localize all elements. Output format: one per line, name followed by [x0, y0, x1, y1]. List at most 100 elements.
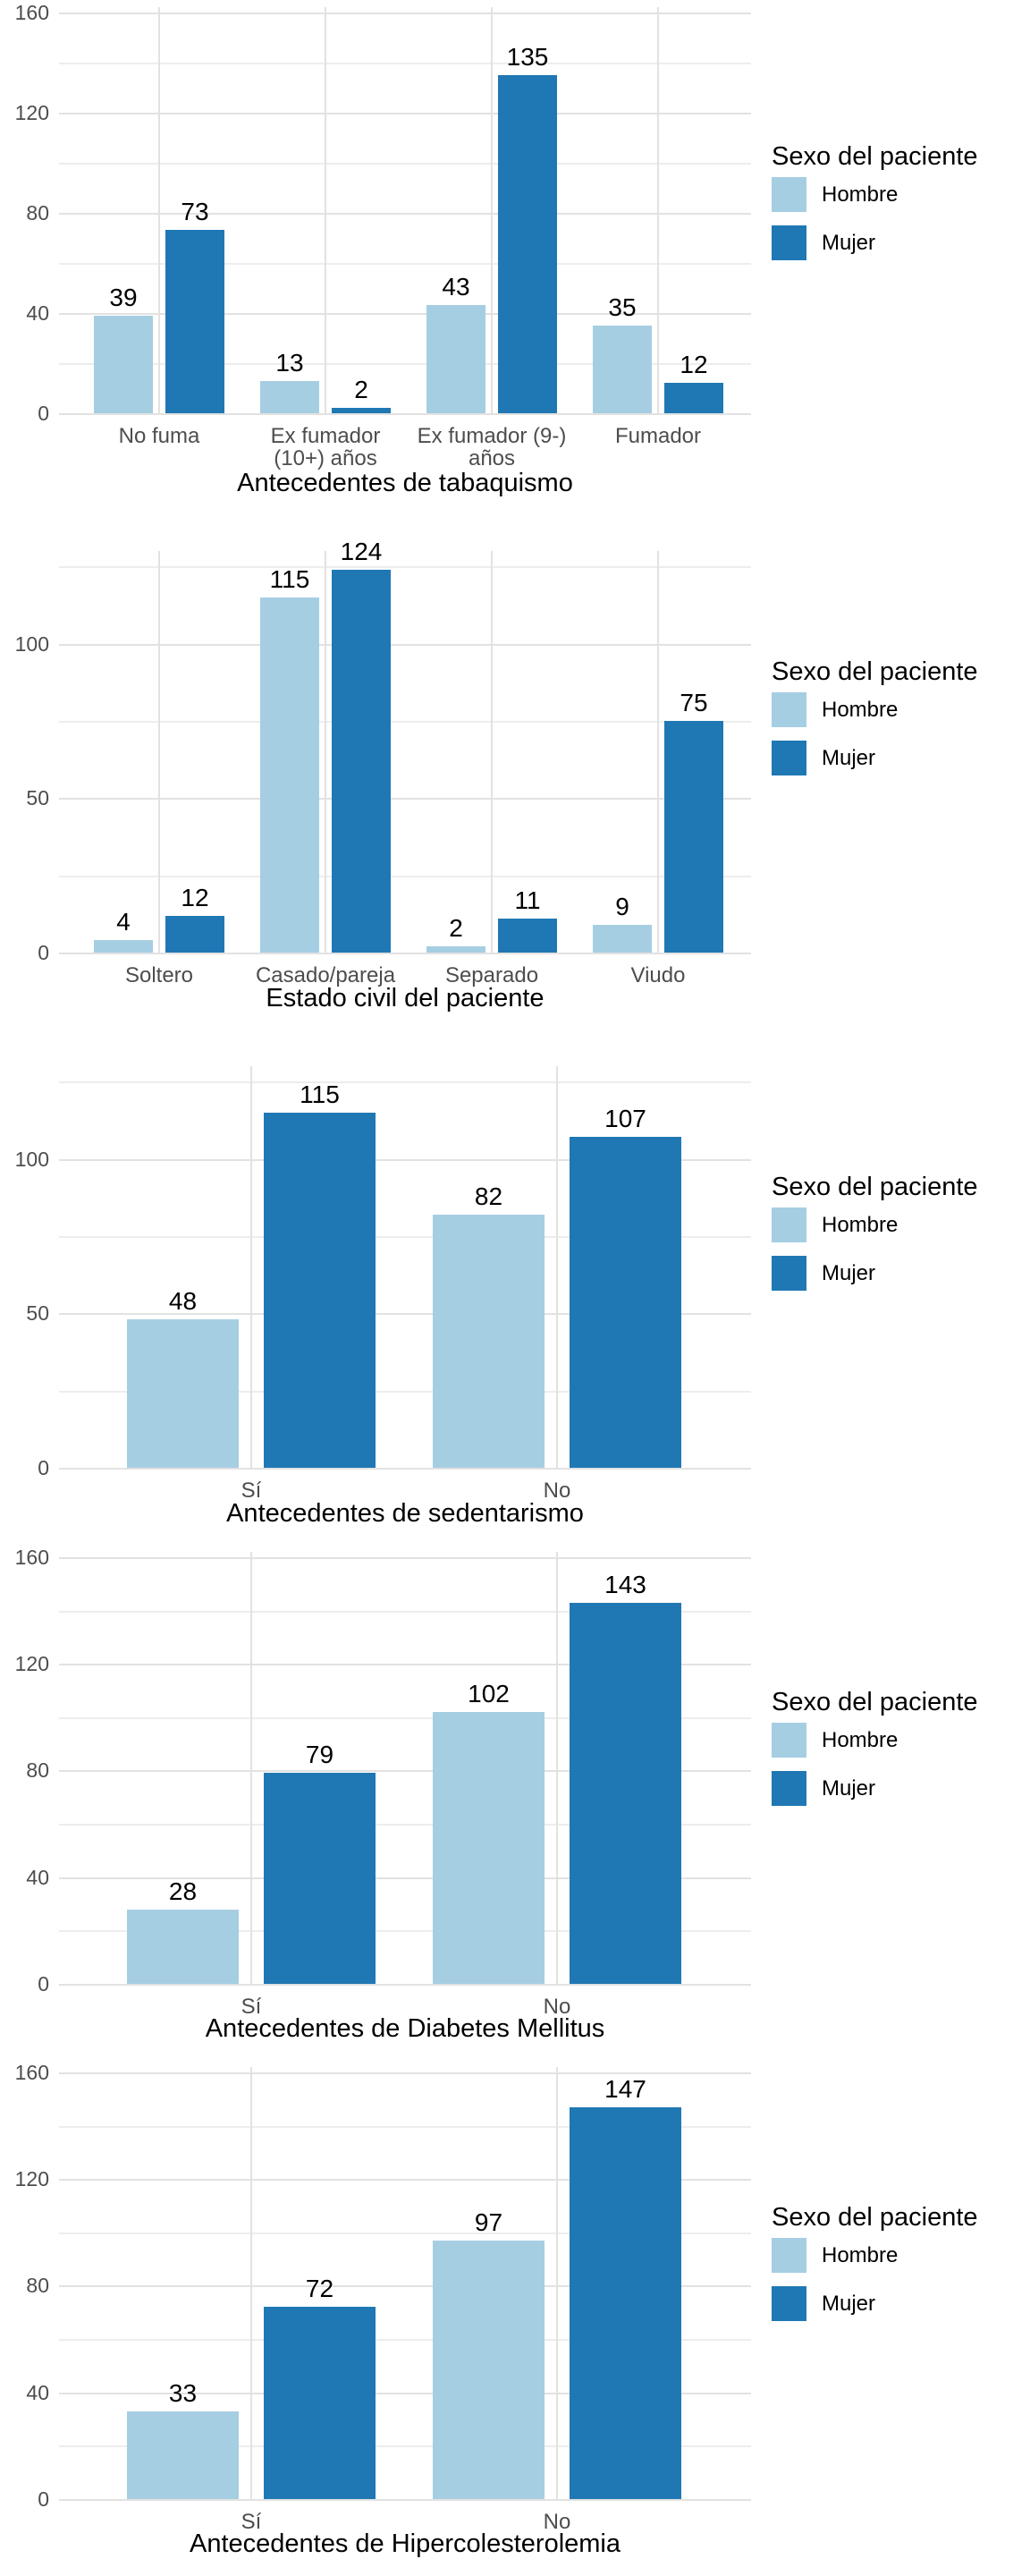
gridline-minor: [59, 63, 751, 64]
y-tick-label: 100: [14, 632, 49, 656]
legend-item-hombre: Hombre: [772, 692, 978, 727]
gridline-major: [59, 313, 751, 315]
bar-value-label: 107: [604, 1105, 646, 1132]
gridline-vertical: [491, 551, 493, 953]
legend-item-label: Mujer: [822, 1775, 876, 1801]
gridline-vertical: [657, 7, 659, 413]
x-category-label: Sí: [241, 1995, 262, 2019]
gridline-major: [59, 1770, 751, 1772]
gridline-vertical: [158, 7, 160, 413]
bar-hombre-viudo: [593, 925, 652, 953]
bar-value-label: 135: [506, 43, 549, 71]
gridline-major: [59, 413, 751, 415]
x-axis-title: Antecedentes de Diabetes Mellitus: [205, 2014, 605, 2043]
bar-hombre-no: [433, 1215, 545, 1468]
x-category-label: Fumador: [614, 424, 702, 448]
gridline-major: [59, 1877, 751, 1879]
gridline-minor: [59, 1717, 751, 1719]
bar-hombre-separado: [426, 946, 485, 953]
legend-swatch-hombre: [772, 1723, 806, 1758]
bar-hombre-ex-fumador-9-anos: [426, 305, 485, 413]
x-category-label: No: [543, 1479, 571, 1503]
legend-item-hombre: Hombre: [772, 1723, 978, 1758]
bar-hombre-ex-fumador-10-anos: [260, 381, 319, 413]
gridline-major: [59, 644, 751, 646]
gridline-minor: [59, 1611, 751, 1613]
bar-value-label: 124: [340, 538, 383, 565]
bar-mujer-no: [570, 1137, 681, 1468]
bar-value-label: 12: [181, 884, 209, 911]
bar-hombre-no: [433, 1712, 545, 1984]
legend-swatch-mujer: [772, 1256, 806, 1291]
gridline-major: [59, 953, 751, 954]
bar-value-label: 33: [168, 2379, 198, 2407]
legend: Sexo del paciente Hombre Mujer: [772, 2202, 978, 2334]
gridline-vertical: [250, 1552, 252, 1984]
legend-item-label: Mujer: [822, 230, 876, 255]
y-tick-label: 80: [26, 201, 49, 225]
bar-value-label: 97: [474, 2208, 503, 2236]
plot-panel: 0 50 100 4 12 Soltero 115 124 Casado/pareja 2 11 Se…: [0, 515, 1030, 1030]
gridline-minor: [59, 1824, 751, 1826]
gridline-major: [59, 213, 751, 215]
chart-estado-civil: 0 50 100 4 12 Soltero 115 124 Casado/pareja 2 11 Se…: [0, 515, 1030, 1030]
legend-swatch-hombre: [772, 692, 806, 727]
bar-mujer-si: [264, 1113, 376, 1468]
bar-mujer-si: [264, 2307, 376, 2499]
legend-swatch-hombre: [772, 177, 806, 212]
bar-value-label: 115: [269, 565, 310, 593]
bar-value-label: 72: [305, 2275, 334, 2302]
legend-swatch-mujer: [772, 741, 806, 775]
gridline-minor: [59, 1391, 751, 1393]
gridline-major: [59, 798, 751, 800]
bar-value-label: 35: [608, 293, 637, 321]
y-tick-label: 0: [38, 941, 49, 964]
bar-value-label: 73: [181, 198, 209, 225]
gridline-vertical: [158, 551, 160, 953]
gridline-major: [59, 13, 751, 14]
bar-value-label: 39: [109, 284, 138, 311]
gridline-major: [59, 2179, 751, 2181]
bar-value-label: 79: [305, 1741, 334, 1768]
legend-swatch-hombre: [772, 1208, 806, 1242]
gridline-minor: [59, 2445, 751, 2447]
y-tick-label: 50: [26, 1301, 49, 1325]
gridline-minor: [59, 1236, 751, 1238]
y-tick-label: 120: [14, 1652, 49, 1675]
legend-item-mujer: Mujer: [772, 1771, 978, 1806]
bar-value-label: 143: [604, 1571, 646, 1598]
bar-value-label: 147: [604, 2075, 646, 2103]
bar-mujer-soltero: [165, 916, 224, 953]
plot-panel: 0 50 100 48 115 Sí 82 107 No: [0, 1030, 1030, 1546]
y-tick-label: 100: [14, 1148, 49, 1171]
x-category-label: Ex fumador (10+) años: [270, 424, 381, 470]
bar-mujer-casado-pareja: [332, 570, 391, 953]
bar-hombre-si: [127, 2411, 239, 2499]
bar-mujer-ex-fumador-10-anos: [332, 408, 391, 413]
gridline-vertical: [657, 551, 659, 953]
legend-item-label: Hombre: [822, 697, 899, 722]
gridline-vertical: [250, 2067, 252, 2499]
gridline-major: [59, 2072, 751, 2074]
gridline-minor: [59, 2233, 751, 2234]
chart-antecedentes-tabaquismo: 0 40 80 120 160 39 73 No fuma 13 2 Ex fumador (10+)…: [0, 0, 1030, 515]
x-category-label: No: [543, 2510, 571, 2534]
gridline-major: [59, 2285, 751, 2287]
x-axis-title: Estado civil del paciente: [266, 984, 545, 1013]
bar-value-label: 2: [354, 376, 368, 403]
y-tick-label: 160: [14, 1546, 49, 1569]
legend-item-hombre: Hombre: [772, 177, 978, 212]
y-tick-label: 0: [38, 1972, 49, 1996]
x-category-label: No: [543, 1995, 571, 2019]
bar-value-label: 82: [474, 1182, 503, 1210]
y-tick-label: 50: [26, 786, 49, 809]
gridline-vertical: [556, 1066, 558, 1468]
bar-value-label: 4: [116, 908, 131, 936]
legend-item-label: Mujer: [822, 1260, 876, 1285]
y-tick-label: 80: [26, 1758, 49, 1782]
legend-swatch-hombre: [772, 2238, 806, 2273]
y-tick-label: 40: [26, 301, 49, 325]
x-axis-title: Antecedentes de Hipercolesterolemia: [190, 2529, 621, 2558]
bar-value-label: 102: [468, 1680, 510, 1707]
gridline-minor: [59, 721, 751, 723]
